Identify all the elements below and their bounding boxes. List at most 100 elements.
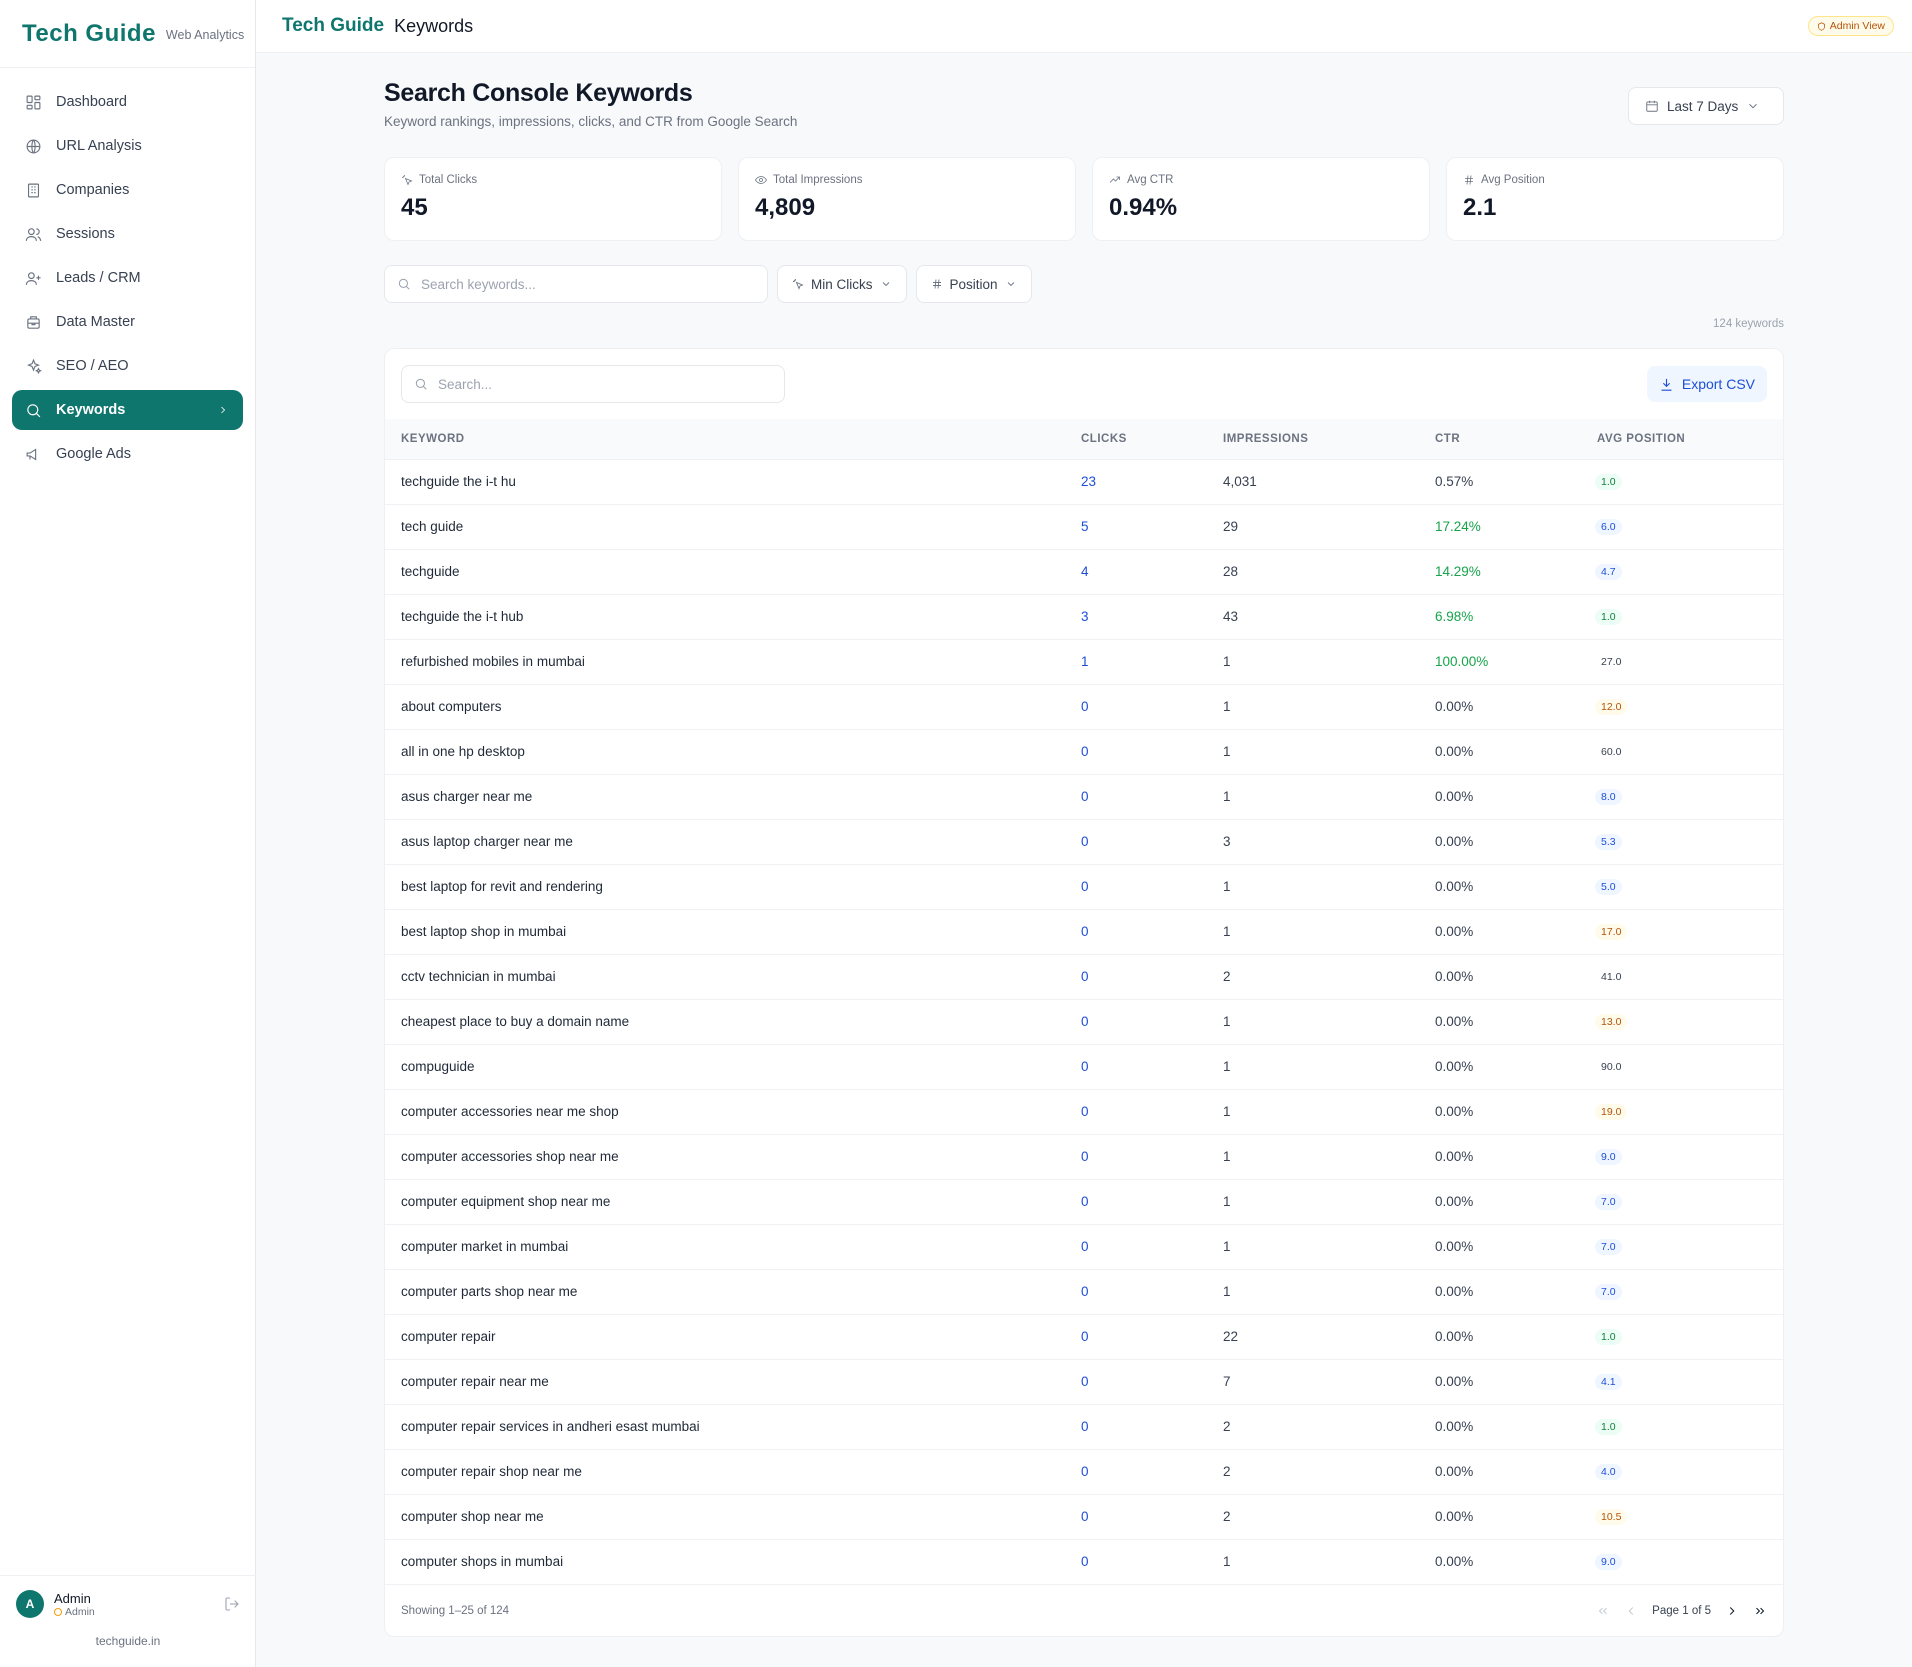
chevron-right-icon <box>221 406 226 414</box>
table-row[interactable]: best laptop shop in mumbai 0 1 0.00% 17.0 <box>385 909 1783 954</box>
sidebar-item-url-analysis[interactable]: URL Analysis <box>12 126 243 166</box>
impressions-cell: 1 <box>1223 744 1231 759</box>
table-row[interactable]: computer repair services in andheri esas… <box>385 1404 1783 1449</box>
table-row[interactable]: compuguide 0 1 0.00% 90.0 <box>385 1044 1783 1089</box>
keyword-cell: refurbished mobiles in mumbai <box>401 654 585 669</box>
keyword-search <box>384 265 768 303</box>
keyword-cell: computer shops in mumbai <box>401 1554 564 1570</box>
export-csv-button[interactable]: Export CSV <box>1646 366 1767 402</box>
col-ctr[interactable]: CTR <box>1435 432 1461 445</box>
date-range-button[interactable]: Last 7 Days <box>1628 87 1784 125</box>
logo[interactable]: Tech Guide <box>22 19 156 47</box>
clicks-cell: 0 <box>1081 1014 1089 1029</box>
table-row[interactable]: asus charger near me 0 1 0.00% 8.0 <box>385 774 1783 819</box>
min-clicks-filter[interactable]: Min Clicks <box>777 265 907 303</box>
table-row[interactable]: computer parts shop near me 0 1 0.00% 7.0 <box>385 1269 1783 1314</box>
sidebar-item-seo-aeo[interactable]: SEO / AEO <box>12 346 243 386</box>
user-role: Admin <box>54 1606 95 1618</box>
first-page-icon[interactable] <box>1596 1604 1610 1618</box>
keyword-search-input[interactable] <box>421 276 741 292</box>
position-badge: 41.0 <box>1601 971 1622 983</box>
table-row[interactable]: computer shop near me 0 2 0.00% 10.5 <box>385 1494 1783 1539</box>
prev-page-icon[interactable] <box>1624 1604 1638 1618</box>
col-keyword[interactable]: Keyword <box>401 432 465 445</box>
sidebar-item-dashboard[interactable]: Dashboard <box>12 82 243 122</box>
sidebar-item-data-master[interactable]: Data Master <box>12 302 243 342</box>
stat-avg-ctr: Avg CTR 0.94% <box>1092 157 1430 241</box>
ctr-cell: 0.00% <box>1435 834 1474 849</box>
table-row[interactable]: computer repair shop near me 0 2 0.00% 4.0 <box>385 1449 1783 1494</box>
position-cell: 1.0 <box>1581 1404 1783 1449</box>
table-row[interactable]: techguide the i-t hub 3 43 6.98% 1.0 <box>385 594 1783 639</box>
sidebar-item-sessions[interactable]: Sessions <box>12 214 243 254</box>
table-row[interactable]: computer accessories shop near me 0 1 0.00%… <box>385 1134 1783 1179</box>
megaphone-icon <box>26 448 37 460</box>
main-content: Search Console Keywords Keyword rankings… <box>384 53 1784 1637</box>
sidebar-item-leads-crm[interactable]: Leads / CRM <box>12 258 243 298</box>
clicks-cell: 0 <box>1081 744 1089 759</box>
position-cell: 41.0 <box>1581 954 1783 999</box>
keyword-cell: computer accessories shop near me <box>401 1149 619 1164</box>
table-row[interactable]: all in one hp desktop 0 1 0.00% 60.0 <box>385 729 1783 774</box>
table-row[interactable]: computer equipment shop near me 0 1 0.00% 7.… <box>385 1179 1783 1224</box>
impressions-cell: 3 <box>1223 834 1231 849</box>
clicks-cell: 0 <box>1081 1149 1089 1164</box>
clicks-cell: 0 <box>1081 879 1089 894</box>
position-cell: 10.5 <box>1581 1494 1783 1539</box>
keyword-cell: computer market in mumbai <box>401 1239 569 1254</box>
table-row[interactable]: computer shops in mumbai 0 1 0.00% 9.0 <box>385 1539 1783 1584</box>
impressions-cell: 22 <box>1223 1329 1239 1344</box>
table-row[interactable]: cheapest place to buy a domain name 0 1 0.0… <box>385 999 1783 1044</box>
table-search-input[interactable] <box>438 376 758 392</box>
table-row[interactable]: about computers 0 1 0.00% 12.0 <box>385 684 1783 729</box>
impressions-cell: 1 <box>1223 699 1231 714</box>
table-row[interactable]: asus laptop charger near me 0 3 0.00% 5.3 <box>385 819 1783 864</box>
ctr-cell: 0.00% <box>1435 1014 1474 1029</box>
clicks-cell: 0 <box>1081 699 1089 714</box>
ctr-cell: 0.00% <box>1435 1059 1474 1074</box>
keyword-cell: compuguide <box>401 1059 475 1074</box>
impressions-cell: 28 <box>1223 564 1239 579</box>
table-row[interactable]: computer accessories near me shop 0 1 0.00%… <box>385 1089 1783 1134</box>
position-badge: 10.5 <box>1595 1509 1628 1525</box>
table-row[interactable]: cctv technician in mumbai 0 2 0.00% 41.0 <box>385 954 1783 999</box>
ctr-cell: 0.00% <box>1435 699 1474 714</box>
table-row[interactable]: computer repair near me 0 7 0.00% 4.1 <box>385 1359 1783 1404</box>
next-page-icon[interactable] <box>1725 1604 1739 1618</box>
position-filter[interactable]: Position <box>915 265 1032 303</box>
search-icon <box>27 403 41 417</box>
search-icon <box>415 378 427 390</box>
calendar-icon <box>1646 100 1658 112</box>
col-clicks[interactable]: Clicks <box>1081 432 1127 445</box>
logout-icon[interactable] <box>224 1596 240 1612</box>
user-block: A Admin Admin techguide.in <box>0 1575 256 1667</box>
table-row[interactable]: tech guide 5 29 17.24% 6.0 <box>385 504 1783 549</box>
sidebar-item-keywords[interactable]: Keywords <box>12 390 243 430</box>
position-cell: 4.0 <box>1581 1449 1783 1494</box>
table-row[interactable]: techguide the i-t hu 23 4,031 0.57% 1.0 <box>385 459 1783 504</box>
page-subtitle: Keyword rankings, impressions, clicks, a… <box>384 114 798 129</box>
table-row[interactable]: computer market in mumbai 0 1 0.00% 7.0 <box>385 1224 1783 1269</box>
col-avg-position[interactable]: Avg Position <box>1597 432 1686 445</box>
header-logo[interactable]: Tech Guide <box>282 15 385 36</box>
avatar[interactable]: A <box>16 1590 44 1618</box>
grid-icon <box>26 95 41 109</box>
position-badge: 19.0 <box>1595 1104 1628 1120</box>
footer-domain[interactable]: techguide.in <box>95 1634 161 1648</box>
sidebar-item-google-ads[interactable]: Google Ads <box>12 434 243 474</box>
last-page-icon[interactable] <box>1753 1604 1767 1618</box>
table-row[interactable]: computer repair 0 22 0.00% 1.0 <box>385 1314 1783 1359</box>
clicks-cell: 0 <box>1081 1509 1089 1524</box>
user-name: Admin <box>54 1590 91 1606</box>
table-row[interactable]: techguide 4 28 14.29% 4.7 <box>385 549 1783 594</box>
position-cell: 7.0 <box>1581 1269 1783 1314</box>
col-impressions[interactable]: Impressions <box>1223 432 1309 445</box>
ctr-cell: 0.57% <box>1435 474 1474 489</box>
ctr-cell: 0.00% <box>1435 1509 1474 1524</box>
keyword-cell: techguide the i-t hu <box>401 474 516 489</box>
table-row[interactable]: refurbished mobiles in mumbai 1 1 100.00% 27… <box>385 639 1783 684</box>
position-badge: 4.0 <box>1595 1464 1622 1480</box>
keywords-table-card: Export CSV Keyword Clicks Impressions CT… <box>384 348 1784 1637</box>
table-row[interactable]: best laptop for revit and rendering 0 1 0.0… <box>385 864 1783 909</box>
sidebar-item-companies[interactable]: Companies <box>12 170 243 210</box>
